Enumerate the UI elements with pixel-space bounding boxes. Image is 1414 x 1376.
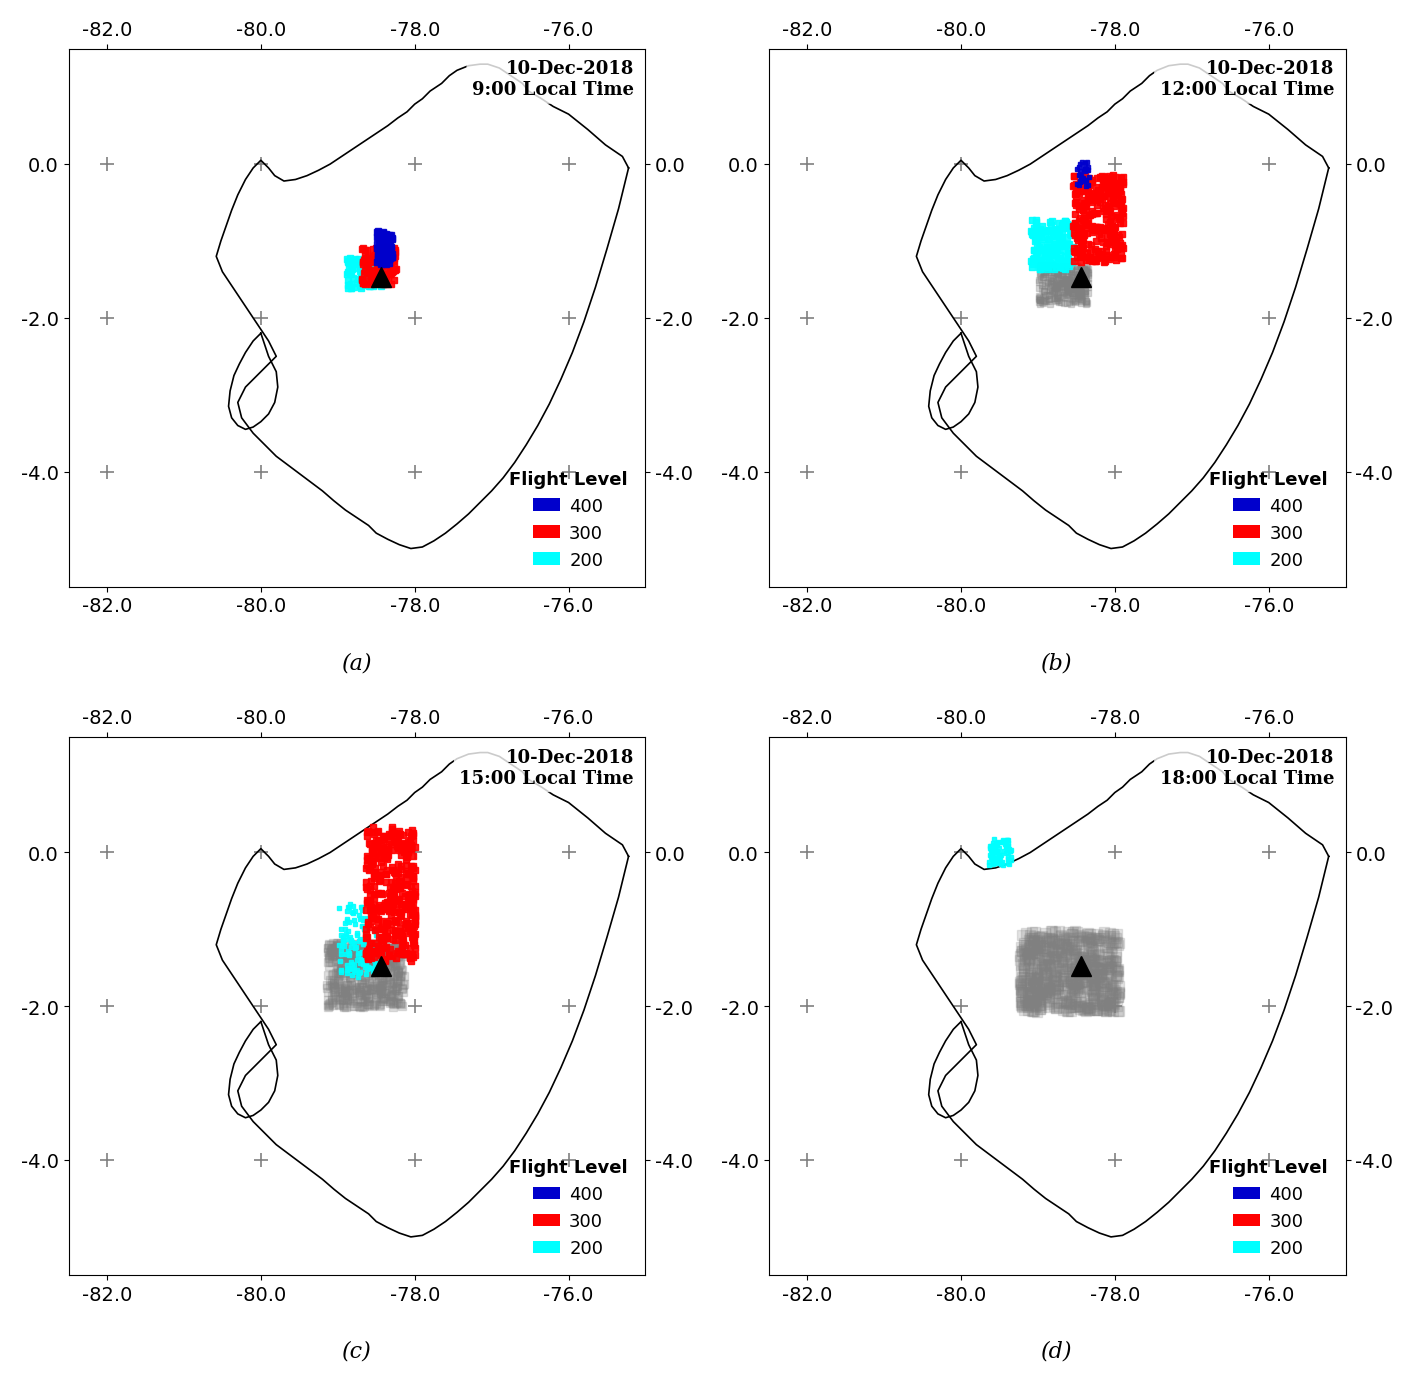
Text: (d): (d): [1041, 1340, 1073, 1362]
Text: (a): (a): [342, 652, 372, 674]
Text: (b): (b): [1041, 652, 1073, 674]
Text: (c): (c): [342, 1340, 372, 1362]
Text: 10-Dec-2018
9:00 Local Time: 10-Dec-2018 9:00 Local Time: [472, 61, 633, 99]
Text: 10-Dec-2018
18:00 Local Time: 10-Dec-2018 18:00 Local Time: [1159, 749, 1333, 787]
Legend: 400, 300, 200: 400, 300, 200: [499, 461, 636, 578]
Text: 10-Dec-2018
12:00 Local Time: 10-Dec-2018 12:00 Local Time: [1159, 61, 1333, 99]
Legend: 400, 300, 200: 400, 300, 200: [499, 1149, 636, 1266]
Text: 10-Dec-2018
15:00 Local Time: 10-Dec-2018 15:00 Local Time: [460, 749, 633, 787]
Legend: 400, 300, 200: 400, 300, 200: [1199, 1149, 1336, 1266]
Legend: 400, 300, 200: 400, 300, 200: [1199, 461, 1336, 578]
